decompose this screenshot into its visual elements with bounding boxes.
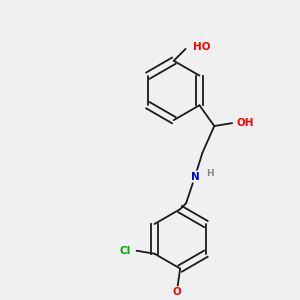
Text: H: H [206,169,214,178]
Text: N: N [190,172,200,182]
Text: OH: OH [237,118,254,128]
Text: Cl: Cl [119,246,131,256]
Text: O: O [173,287,182,297]
Text: HO: HO [193,42,211,52]
